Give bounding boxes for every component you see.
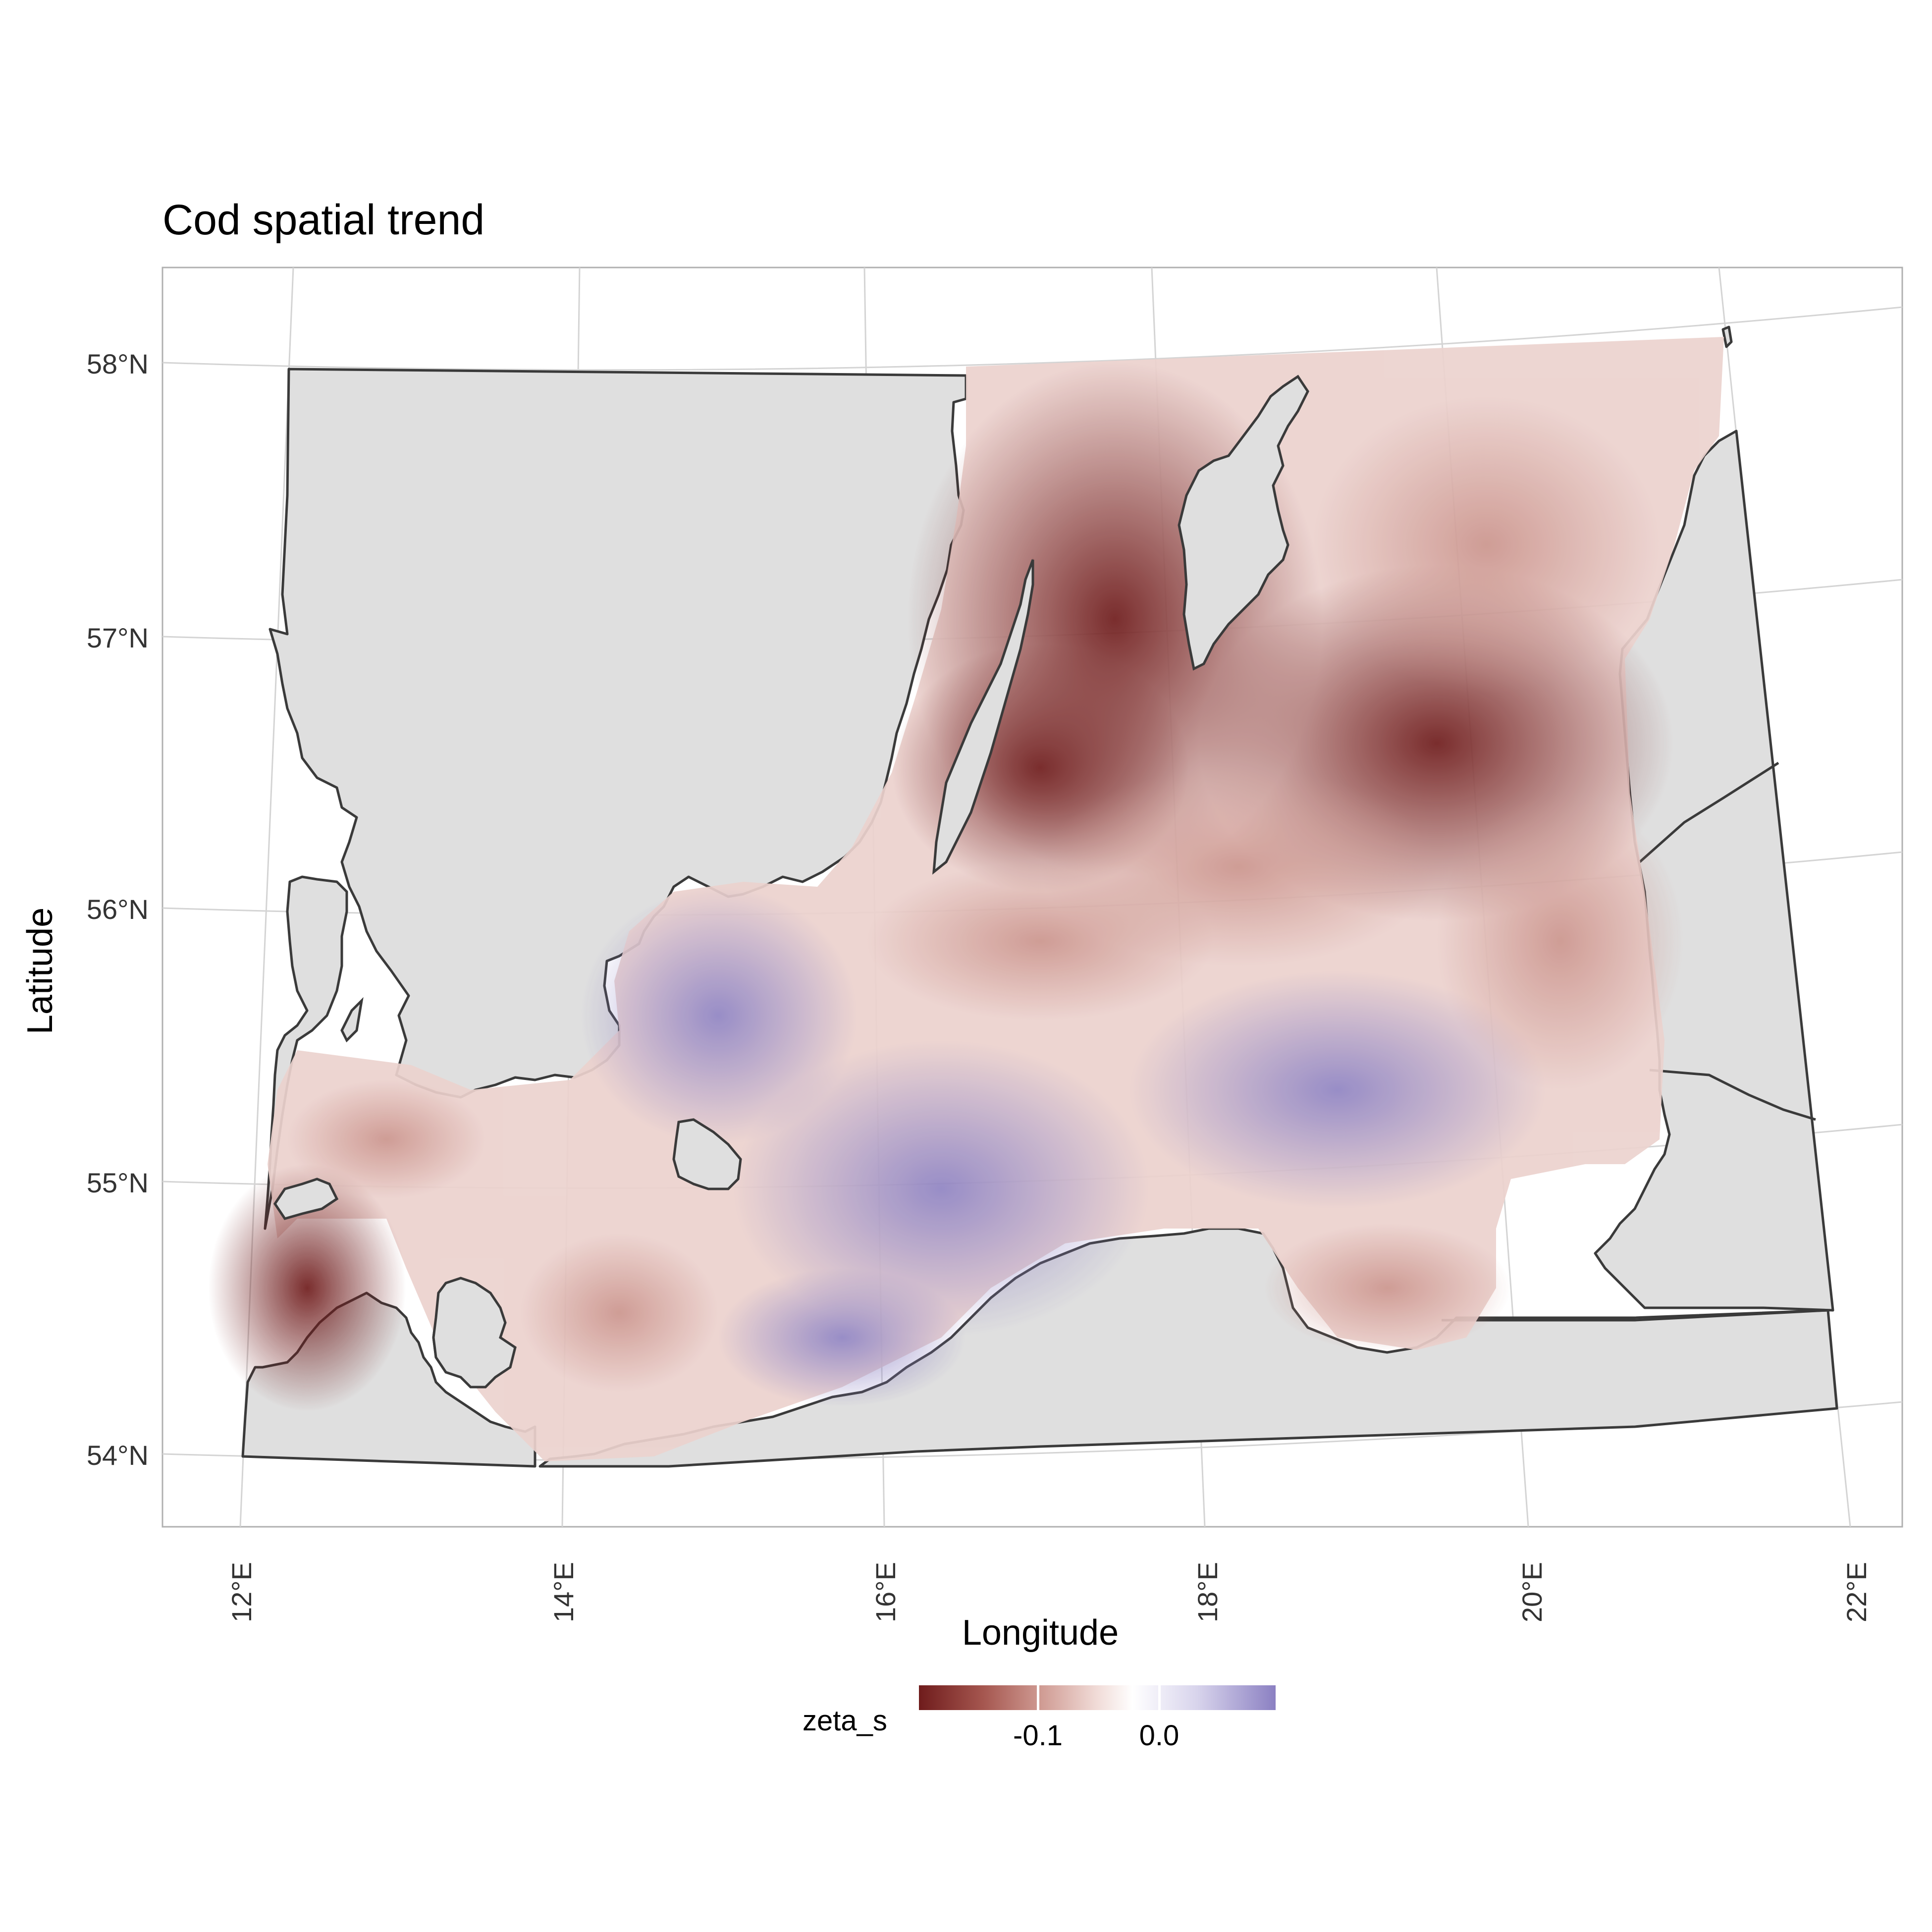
chart-title: Cod spatial trend [162, 196, 485, 244]
trend-field [208, 337, 1724, 1461]
lon-tick-22: 22°E [1841, 1561, 1872, 1622]
lon-tick-12: 12°E [226, 1561, 257, 1622]
legend-tick-zero [1158, 1685, 1161, 1710]
lon-tick-14: 14°E [548, 1561, 579, 1622]
lon-tick-20: 20°E [1516, 1561, 1548, 1622]
land-islands-top [273, 375, 1309, 1389]
grid-lat-58 [162, 306, 1902, 371]
y-axis-title: Latitude [20, 907, 60, 1035]
borders [1442, 761, 1828, 1322]
legend-label-neg: -0.1 [1013, 1719, 1063, 1752]
legend-label-zero: 0.0 [1139, 1719, 1180, 1752]
lat-tick-57: 57°N [86, 622, 149, 653]
lat-tick-58: 58°N [86, 348, 149, 379]
legend-title: zeta_s [803, 1705, 887, 1737]
x-axis-title: Longitude [962, 1613, 1119, 1653]
lat-tick-55: 55°N [86, 1167, 149, 1198]
legend-colorbar [919, 1685, 1276, 1710]
lat-tick-56: 56°N [86, 894, 149, 925]
lon-tick-18: 18°E [1192, 1561, 1223, 1622]
legend-tick-neg [1037, 1685, 1039, 1710]
lat-tick-54: 54°N [86, 1440, 149, 1471]
